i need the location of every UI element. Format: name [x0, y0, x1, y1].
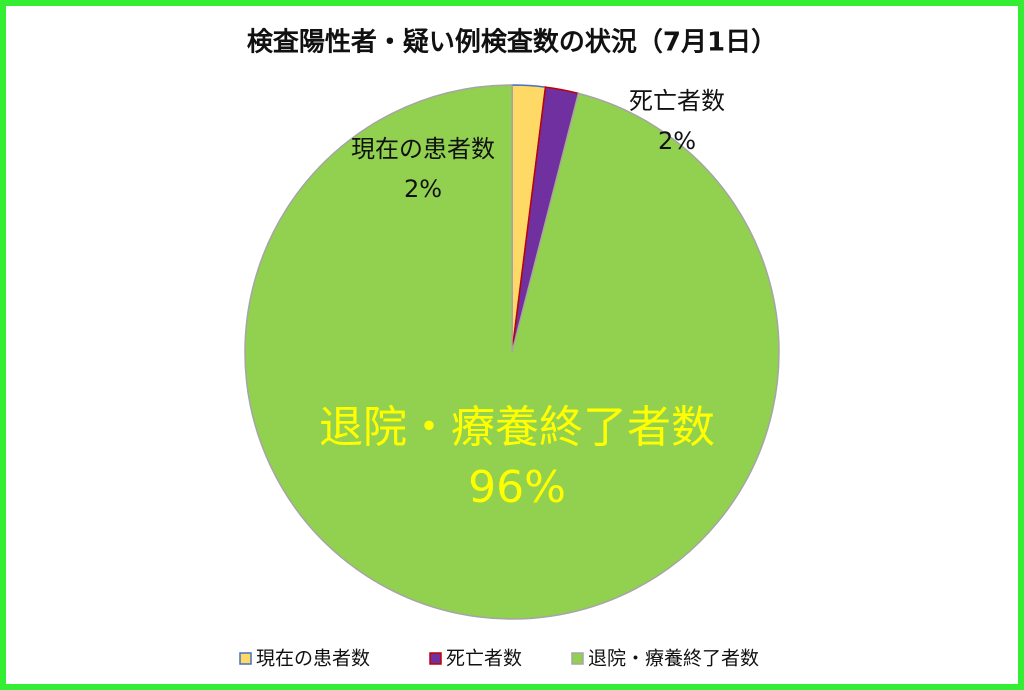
data-label-value: 2% — [658, 127, 696, 155]
data-label-value: 96% — [468, 462, 566, 513]
data-label-value: 2% — [404, 175, 442, 203]
data-label-name: 退院・療養終了者数 — [319, 402, 715, 453]
data-label-name: 現在の患者数 — [351, 135, 495, 163]
legend-swatch — [571, 652, 584, 665]
legend-swatch — [429, 652, 442, 665]
chart-title: 検査陽性者・疑い例検査数の状況（7月1日） — [247, 28, 777, 58]
legend-label: 死亡者数 — [446, 648, 522, 670]
legend-label: 現在の患者数 — [256, 648, 370, 670]
pie-slice — [244, 84, 780, 620]
legend-label: 退院・療養終了者数 — [588, 648, 759, 670]
legend-swatch — [239, 652, 252, 665]
data-label-name: 死亡者数 — [629, 87, 725, 115]
